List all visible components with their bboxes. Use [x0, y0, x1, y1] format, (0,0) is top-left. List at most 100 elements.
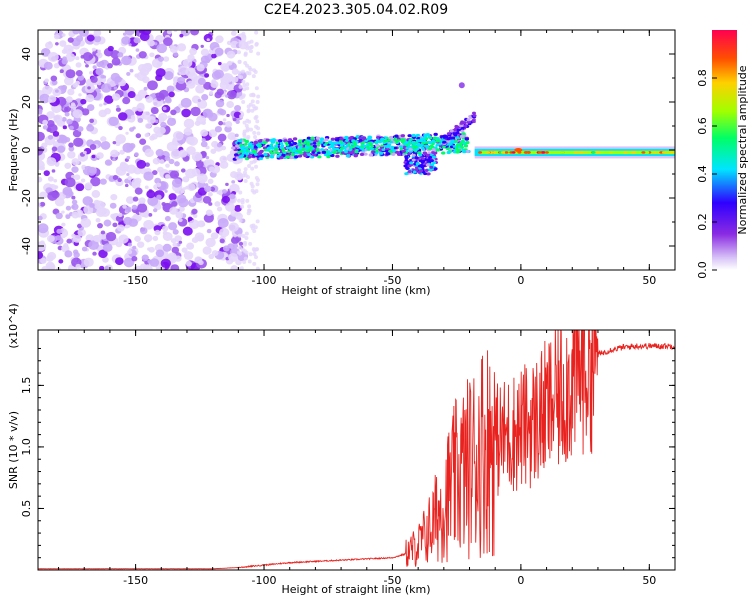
heatmap-cell: [231, 146, 236, 150]
heatmap-cell: [83, 257, 94, 267]
heatmap-cell: [160, 258, 171, 269]
bottom-x-tick-label: -50: [383, 574, 401, 587]
heatmap-cell: [243, 51, 248, 56]
heatmap-cell: [385, 152, 390, 156]
heatmap-cell: [137, 241, 145, 248]
heatmap-cell: [242, 259, 247, 264]
heatmap-cell: [428, 141, 432, 145]
heatmap-cell: [77, 126, 84, 132]
heatmap-cell: [38, 146, 44, 156]
heatmap-cell: [67, 88, 75, 96]
heatmap-cell: [55, 89, 59, 93]
heatmap-cell: [139, 138, 147, 145]
heatmap-cell: [289, 143, 294, 147]
heatmap-cell: [210, 80, 219, 89]
heatmap-cell: [148, 212, 153, 217]
heatmap-cell: [252, 252, 257, 257]
heatmap-cell: [244, 250, 249, 255]
heatmap-cell: [132, 196, 139, 202]
heatmap-cell: [95, 207, 106, 217]
heatmap-cell: [241, 79, 246, 84]
heatmap-cell: [460, 129, 465, 133]
heatmap-cell: [187, 183, 196, 191]
heatmap-cell: [454, 140, 458, 143]
heatmap-cell: [211, 50, 216, 55]
heatmap-cell: [255, 182, 260, 187]
heatmap-cell: [432, 161, 437, 165]
heatmap-cell: [195, 84, 205, 94]
heatmap-cell: [130, 114, 136, 120]
heatmap-cell: [141, 254, 149, 262]
heatmap-cell: [560, 151, 565, 154]
heatmap-cell: [242, 242, 247, 247]
heatmap-cell: [256, 51, 261, 56]
heatmap-cell: [110, 193, 118, 201]
heatmap-cell: [312, 144, 317, 148]
heatmap-cell: [58, 259, 64, 264]
heatmap-cell: [180, 168, 186, 173]
heatmap-cell: [85, 94, 95, 103]
heatmap-cells: [38, 30, 675, 270]
heatmap-cell: [225, 94, 229, 98]
heatmap-cell: [93, 35, 102, 43]
heatmap-cell: [107, 62, 113, 69]
heatmap-cell: [388, 135, 394, 140]
heatmap-cell: [162, 230, 168, 236]
heatmap-cell: [432, 155, 437, 159]
heatmap-cell: [292, 146, 297, 150]
heatmap-cell: [331, 143, 335, 147]
heatmap-cell: [102, 256, 109, 263]
heatmap-cell: [100, 136, 107, 142]
heatmap-cell: [414, 148, 418, 152]
heatmap-cell: [201, 138, 206, 142]
heatmap-cell: [482, 151, 487, 154]
heatmap-cell: [131, 256, 138, 262]
heatmap-cell: [252, 190, 257, 195]
heatmap-cell: [100, 230, 106, 235]
heatmap-cell: [222, 118, 227, 122]
heatmap-cell: [155, 68, 166, 78]
heatmap-cell: [65, 189, 72, 196]
heatmap-cell: [110, 213, 117, 219]
heatmap-cell: [219, 238, 225, 244]
heatmap-cell: [136, 159, 147, 169]
heatmap-cell: [307, 148, 311, 152]
heatmap-cell: [112, 140, 117, 145]
heatmap-cell: [48, 95, 57, 103]
heatmap-cell: [279, 142, 284, 145]
heatmap-cell: [60, 137, 65, 142]
heatmap-cell: [208, 202, 213, 206]
heatmap-cell: [88, 54, 94, 59]
heatmap-cell: [178, 149, 188, 158]
heatmap-cell: [153, 126, 161, 134]
heatmap-cell: [197, 98, 202, 103]
heatmap-cell: [140, 263, 147, 270]
heatmap-cell: [137, 117, 144, 123]
heatmap-cell: [417, 164, 422, 168]
heatmap-cell: [134, 187, 143, 195]
heatmap-cell: [504, 151, 509, 154]
heatmap-cell: [57, 145, 66, 153]
heatmap-cell: [234, 204, 242, 212]
heatmap-cell: [75, 69, 83, 77]
heatmap-cell: [312, 153, 317, 157]
heatmap-cell: [126, 173, 130, 177]
heatmap-cell: [187, 216, 193, 222]
heatmap-cell: [245, 136, 250, 141]
colorbar-tick-label: 0.2: [696, 213, 709, 231]
heatmap-cell: [61, 117, 67, 122]
heatmap-cell: [478, 151, 483, 154]
heatmap-cell: [150, 106, 159, 115]
heatmap-cell: [435, 148, 441, 152]
heatmap-cell: [367, 141, 372, 145]
heatmap-cell: [425, 163, 430, 167]
heatmap-cell: [337, 148, 342, 152]
heatmap-cell: [168, 158, 175, 165]
heatmap-cell: [413, 145, 417, 149]
heatmap-cell: [321, 150, 327, 154]
top-y-tick-label: -40: [20, 237, 33, 255]
heatmap-cell: [444, 135, 449, 139]
heatmap-cell: [80, 218, 92, 228]
heatmap-cell: [115, 165, 127, 176]
heatmap-cell: [158, 112, 168, 122]
